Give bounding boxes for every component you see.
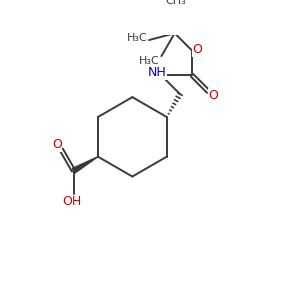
Text: O: O [209,88,219,102]
Text: OH: OH [62,195,81,208]
Text: O: O [193,43,202,56]
Text: CH₃: CH₃ [165,0,186,6]
Text: H₃C: H₃C [126,33,147,43]
Text: H₃C: H₃C [139,56,160,66]
Text: NH: NH [148,66,166,79]
Text: O: O [52,139,62,152]
Polygon shape [72,157,98,173]
